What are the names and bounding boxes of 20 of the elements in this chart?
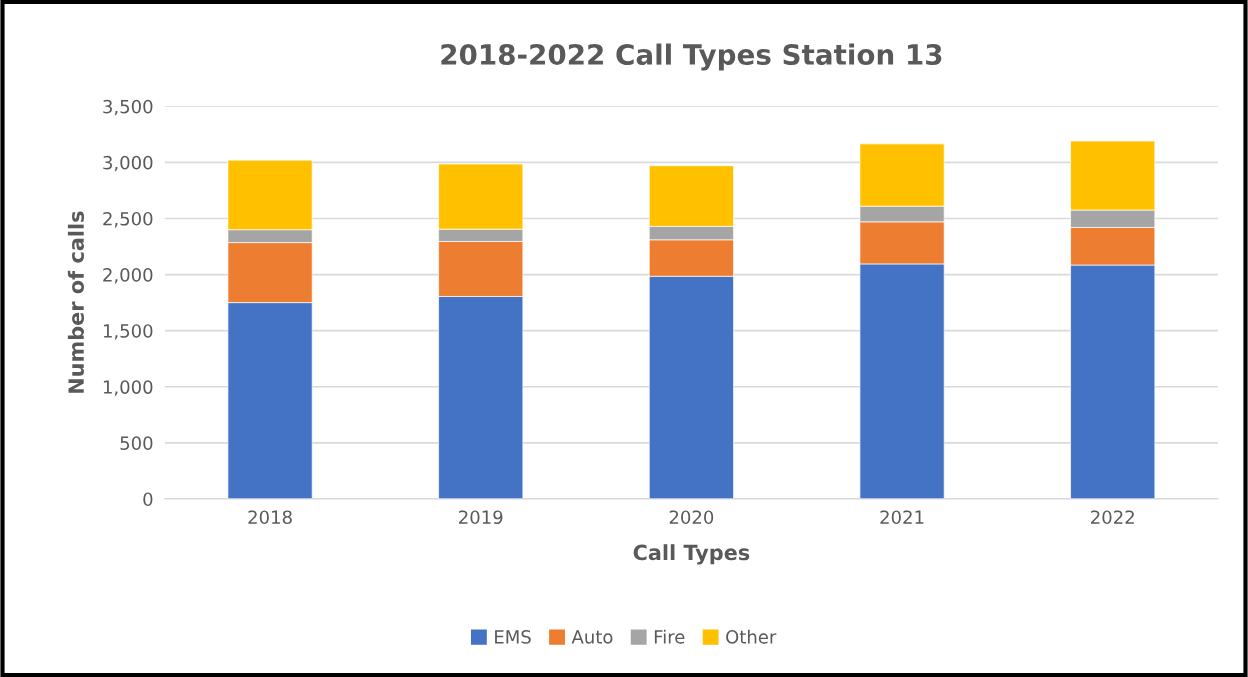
legend-label: Fire [654, 629, 685, 644]
y-tick-label: 0 [143, 492, 153, 507]
y-tick-label: 500 [120, 436, 153, 450]
chart-title: 2018-2022 Call Types Station 13 [441, 43, 942, 71]
x-tick-label: 2022 [1091, 510, 1134, 525]
y-tick-label: 3,000 [103, 155, 153, 172]
x-tick-label: 2018 [248, 510, 292, 525]
x-tick-label: 2021 [880, 510, 924, 525]
y-tick-label: 2,500 [103, 211, 153, 228]
y-tick-label: 2,000 [103, 268, 153, 284]
x-axis-title: Call Types [633, 544, 750, 565]
legend-label: Other [726, 629, 777, 644]
x-tick-label: 2020 [669, 510, 714, 525]
y-axis-title: Number of calls [67, 211, 85, 393]
legend-label: EMS [495, 630, 531, 644]
x-tick-label: 2019 [459, 510, 503, 525]
legend-label: Auto [571, 630, 613, 644]
y-tick-label: 1,500 [103, 324, 153, 340]
y-tick-label: 3,500 [103, 99, 153, 116]
y-tick-label: 1,000 [103, 380, 153, 396]
